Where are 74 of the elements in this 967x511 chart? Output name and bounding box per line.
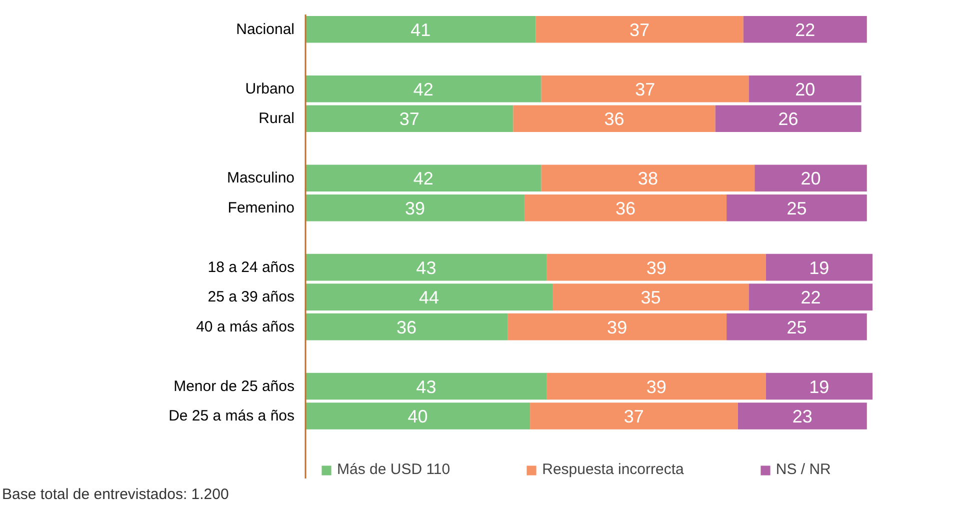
data-label: 36 (396, 317, 417, 338)
data-label: 43 (416, 376, 436, 397)
bar (748, 284, 872, 310)
data-label: 37 (624, 406, 644, 427)
data-label: 19 (809, 376, 830, 397)
y-tick-label: Nacional (236, 20, 295, 38)
data-label: 42 (413, 168, 434, 189)
legend-label: Más de USD 110 (337, 461, 450, 478)
data-label: 25 (786, 198, 807, 218)
data-label: 23 (792, 406, 812, 427)
y-tick-label: 18 a 24 años (208, 258, 295, 276)
data-label: 26 (778, 109, 798, 130)
data-label: 44 (418, 288, 440, 308)
bar (754, 164, 867, 192)
bar (738, 402, 867, 430)
bar (726, 194, 867, 222)
data-label: 39 (404, 198, 425, 218)
y-tick-label: 40 a más años (196, 318, 295, 336)
y-tick-label: Menor de 25 años (174, 378, 295, 395)
bar (546, 254, 766, 281)
data-label: 19 (809, 258, 830, 278)
y-tick-label: Rural (258, 110, 295, 128)
bar (541, 164, 755, 192)
bar (306, 313, 508, 340)
bar (743, 16, 867, 43)
data-label: 39 (646, 258, 666, 278)
y-tick-label: De 25 a más a ños (168, 408, 295, 425)
bar (306, 75, 542, 102)
bar (715, 105, 862, 132)
bar (536, 16, 744, 43)
data-label: 22 (795, 20, 816, 40)
bar (546, 372, 766, 400)
legend-label: Respuesta incorrecta (542, 461, 684, 478)
bar (766, 372, 872, 400)
data-label: 37 (630, 20, 650, 40)
bar (306, 105, 514, 132)
data-label: 20 (800, 168, 821, 189)
text: Base total de entrevistados: 1.200 (2, 485, 229, 505)
bar (306, 16, 536, 43)
bar (306, 164, 542, 192)
data-label: 25 (786, 317, 807, 338)
data-label: 36 (615, 198, 636, 218)
data-label: 39 (646, 376, 666, 397)
bar (306, 284, 553, 310)
data-label: 39 (607, 317, 628, 338)
bar (766, 254, 872, 281)
data-label: 20 (795, 79, 816, 100)
bar (513, 105, 716, 132)
y-tick-label: Urbano (245, 80, 295, 98)
data-label: 38 (638, 168, 658, 189)
bar (726, 313, 867, 340)
bar (541, 75, 749, 102)
data-label: 35 (640, 288, 661, 308)
data-label: 36 (604, 109, 624, 130)
data-label: 37 (399, 109, 420, 130)
data-label: 43 (416, 258, 436, 278)
y-tick-label: Femenino (228, 199, 294, 216)
bar (306, 254, 547, 281)
data-label: 22 (800, 288, 821, 308)
y-tick-label: Masculino (226, 170, 294, 187)
data-label: 37 (635, 79, 656, 100)
y-tick-label: 25 a 39 años (208, 288, 295, 306)
bar (530, 402, 738, 430)
bar (524, 194, 727, 222)
data-label: 42 (413, 79, 434, 100)
bar (552, 284, 749, 310)
data-label: 41 (410, 20, 431, 40)
bar (508, 313, 727, 340)
bar (306, 372, 547, 400)
bar (748, 75, 862, 102)
legend-label: NS / NR (776, 461, 831, 478)
bar (306, 402, 530, 430)
bar (306, 194, 524, 222)
data-label: 40 (408, 406, 428, 427)
